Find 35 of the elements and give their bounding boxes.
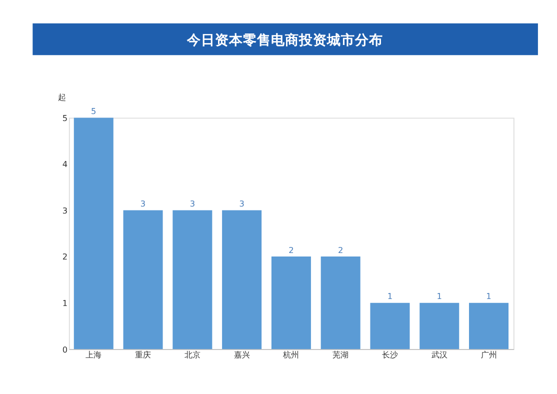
y-tick-label: 4 bbox=[62, 159, 68, 170]
bar bbox=[172, 210, 212, 350]
x-tick-label: 长沙 bbox=[382, 350, 398, 360]
y-tick-label: 0 bbox=[62, 344, 68, 354]
x-tick-label: 重庆 bbox=[135, 350, 152, 360]
bar bbox=[370, 302, 410, 350]
data-label: 1 bbox=[387, 291, 393, 302]
x-tick-label: 芜湖 bbox=[332, 350, 349, 360]
data-label: 3 bbox=[239, 198, 244, 209]
data-label: 1 bbox=[486, 291, 492, 302]
bar bbox=[469, 302, 509, 350]
bar bbox=[74, 118, 114, 350]
bar bbox=[123, 210, 163, 350]
data-label: 2 bbox=[288, 244, 294, 255]
bar bbox=[420, 302, 460, 350]
x-tick-label: 北京 bbox=[184, 350, 200, 360]
x-tick-label: 上海 bbox=[86, 350, 102, 360]
bar bbox=[320, 256, 360, 350]
y-tick-label: 1 bbox=[62, 298, 68, 308]
x-tick-label: 嘉兴 bbox=[234, 350, 250, 360]
data-label: 5 bbox=[91, 106, 96, 116]
data-label: 3 bbox=[140, 198, 146, 209]
data-label: 3 bbox=[190, 198, 196, 209]
y-tick-label: 5 bbox=[62, 112, 68, 123]
chart-title: 今日资本零售电商投资城市分布 bbox=[186, 31, 383, 48]
data-label: 1 bbox=[436, 291, 442, 302]
x-tick-label: 武汉 bbox=[431, 350, 448, 360]
bar bbox=[222, 210, 262, 350]
y-tick-label: 3 bbox=[62, 205, 68, 216]
y-tick-label: 2 bbox=[62, 252, 68, 262]
data-label: 2 bbox=[338, 244, 344, 255]
x-tick-label: 杭州 bbox=[282, 350, 300, 360]
bar bbox=[271, 256, 311, 350]
y-axis-title: 起 bbox=[58, 92, 66, 102]
x-tick-label: 广州 bbox=[480, 350, 497, 360]
